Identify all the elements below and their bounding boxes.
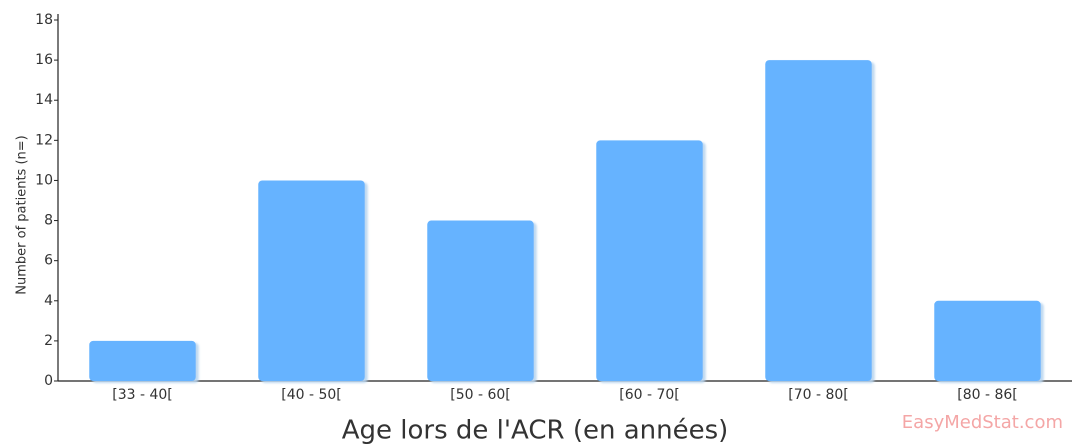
y-tick-label: 0 <box>44 373 53 389</box>
y-tick-label: 14 <box>35 92 53 108</box>
bar <box>765 60 872 381</box>
y-tick-label: 12 <box>35 132 53 148</box>
y-tick-label: 16 <box>35 52 53 68</box>
x-axis-label: Age lors de l'ACR (en années) <box>342 416 729 446</box>
bar <box>596 140 703 381</box>
x-tick-label: [40 - 50[ <box>281 387 342 403</box>
y-tick-label: 8 <box>44 213 53 229</box>
bar <box>934 300 1041 381</box>
bar <box>89 340 196 381</box>
x-tick-label: [70 - 80[ <box>788 387 849 403</box>
watermark: EasyMedStat.com <box>902 412 1063 433</box>
x-tick-label: [60 - 70[ <box>619 387 680 403</box>
bar <box>258 180 365 381</box>
y-tick-label: 2 <box>44 333 53 349</box>
bar <box>427 220 534 381</box>
y-tick-label: 10 <box>35 172 53 188</box>
x-tick-label: [33 - 40[ <box>112 387 173 403</box>
x-tick-label: [80 - 86[ <box>957 387 1018 403</box>
y-axis-label: Number of patients (n=) <box>15 135 30 294</box>
y-tick-label: 6 <box>44 253 53 269</box>
x-tick-label: [50 - 60[ <box>450 387 511 403</box>
y-tick-label: 4 <box>44 293 53 309</box>
y-tick-label: 18 <box>35 12 53 28</box>
